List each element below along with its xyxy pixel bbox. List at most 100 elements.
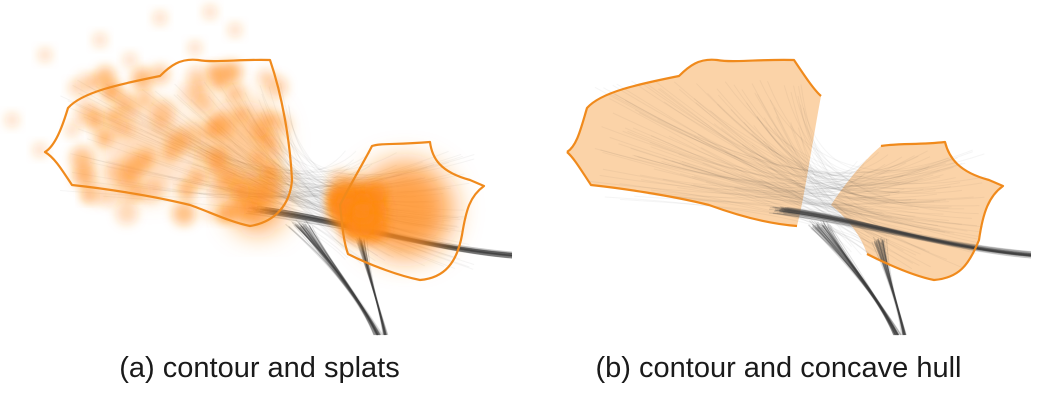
edge-line xyxy=(305,223,379,336)
edge-line xyxy=(299,225,378,336)
edge-line xyxy=(746,102,963,268)
splat xyxy=(188,41,202,55)
panel-contour-and-concave-hull: (b) contour and concave hull xyxy=(519,0,1038,402)
edge-line xyxy=(879,238,906,336)
splat xyxy=(5,113,19,127)
edge-line xyxy=(741,89,928,180)
splat xyxy=(203,5,217,19)
edge-line xyxy=(720,127,946,202)
edge-line xyxy=(355,238,386,336)
edge-line xyxy=(657,88,908,236)
edge-line xyxy=(767,146,972,219)
edge-line xyxy=(822,225,898,336)
edge-line xyxy=(594,86,941,230)
edge-line xyxy=(308,228,380,336)
edge-line xyxy=(612,84,877,192)
edge-line xyxy=(797,127,912,202)
edge-line xyxy=(751,144,923,190)
edge-line xyxy=(765,127,965,210)
edge-line xyxy=(716,103,963,194)
edge-line xyxy=(609,136,867,200)
edge-line xyxy=(357,242,387,336)
edge-line xyxy=(298,223,379,336)
edge-line xyxy=(762,191,870,238)
edge-line xyxy=(300,221,376,336)
edge-line xyxy=(812,225,896,336)
edge-line xyxy=(604,196,879,253)
edge-line xyxy=(663,157,937,199)
edge-line xyxy=(360,240,386,336)
edge-line xyxy=(873,241,904,336)
edge-line xyxy=(678,88,917,201)
edge-line xyxy=(648,193,984,228)
edge-line xyxy=(816,226,899,336)
edge-line xyxy=(880,242,906,336)
splat xyxy=(153,11,167,25)
cluster-contour-left-base xyxy=(566,151,798,228)
edge-line xyxy=(619,183,877,253)
edge-line xyxy=(822,220,899,336)
edge-line xyxy=(772,206,1032,259)
edge-line xyxy=(760,178,926,251)
edge-line xyxy=(782,210,1032,255)
edge-line xyxy=(303,221,377,336)
concave-hull-right xyxy=(831,142,1003,280)
edge-line xyxy=(811,226,895,336)
splat xyxy=(184,164,207,187)
edge-line xyxy=(624,127,889,178)
edge-line xyxy=(886,238,906,336)
edge-line xyxy=(294,224,378,336)
splat xyxy=(375,222,391,238)
edge-line xyxy=(300,224,378,336)
edge-line xyxy=(808,224,896,336)
splat xyxy=(115,202,138,225)
edge-line xyxy=(706,158,953,193)
edge-line xyxy=(285,223,378,336)
edge-line xyxy=(774,208,1032,256)
edge-line xyxy=(358,237,386,336)
edge-line xyxy=(302,227,379,336)
edge-line xyxy=(601,126,934,186)
edge-line xyxy=(662,178,876,259)
edge-line xyxy=(819,222,899,336)
edge-line xyxy=(756,116,941,187)
edge-line xyxy=(826,227,896,336)
edge-line xyxy=(817,226,896,336)
edge-line xyxy=(682,164,900,199)
edge-line xyxy=(154,90,376,262)
edge-line xyxy=(781,209,1032,255)
edge-line xyxy=(681,160,982,233)
edge-line xyxy=(877,239,906,336)
edge-line xyxy=(300,230,378,336)
splat xyxy=(181,122,207,148)
edge-line xyxy=(678,153,974,252)
splat xyxy=(108,117,127,136)
edge-line xyxy=(816,226,896,336)
edge-line xyxy=(882,238,907,336)
edge-line xyxy=(790,92,858,176)
edge-line xyxy=(775,209,1032,253)
edge-line xyxy=(784,210,1032,256)
edge-line xyxy=(362,241,387,336)
edge-line xyxy=(797,95,891,198)
edge-line xyxy=(875,242,905,336)
edge-line xyxy=(817,224,899,336)
edge-line xyxy=(763,117,983,190)
edge-line xyxy=(754,92,900,195)
edge-line xyxy=(881,239,905,336)
edge-line xyxy=(785,188,885,246)
edge-line xyxy=(302,222,380,336)
edge-line xyxy=(875,242,905,336)
edge-line xyxy=(695,102,917,256)
edge-line xyxy=(632,127,976,252)
edge-line xyxy=(772,212,1032,256)
edge-line xyxy=(822,221,895,336)
edge-line xyxy=(876,240,904,336)
edge-line xyxy=(298,221,377,336)
edge-line xyxy=(303,225,379,336)
edge-line xyxy=(876,239,905,336)
edge-line xyxy=(303,224,378,336)
edge-line xyxy=(811,228,899,336)
edge-line xyxy=(781,208,1032,254)
edge-line xyxy=(295,222,379,336)
